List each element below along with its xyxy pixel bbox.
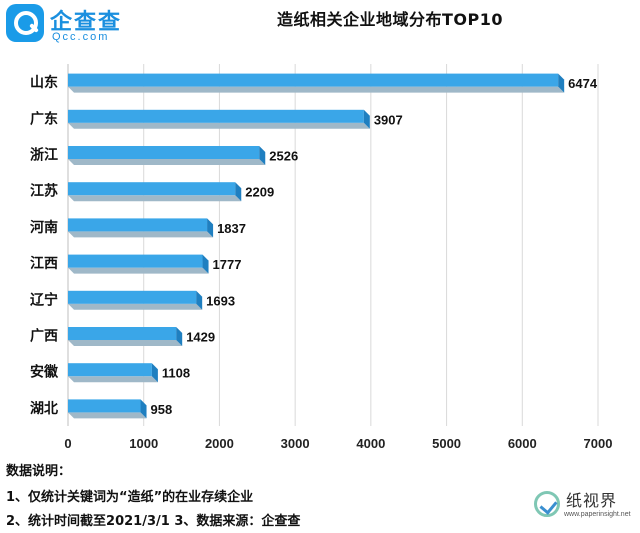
bar-end xyxy=(151,363,158,383)
bar xyxy=(68,363,152,377)
bar-shadow xyxy=(68,231,214,238)
bar-shadow xyxy=(68,340,183,346)
value-label: 3907 xyxy=(374,112,403,127)
x-tick-label: 2000 xyxy=(205,436,234,451)
value-label: 1429 xyxy=(186,330,215,345)
bar-shadow xyxy=(68,412,147,419)
category-label: 江苏 xyxy=(30,183,58,200)
x-tick-label: 6000 xyxy=(508,436,537,451)
x-tick-label: 7000 xyxy=(584,436,613,451)
x-tick-label: 4000 xyxy=(356,436,385,451)
bar-end xyxy=(202,254,209,274)
bar-end xyxy=(196,290,203,310)
value-label: 958 xyxy=(151,402,173,417)
bar-shadow xyxy=(68,159,266,165)
x-tick-label: 0 xyxy=(64,436,71,451)
category-label: 广西 xyxy=(30,328,58,345)
category-label: 山东 xyxy=(30,74,58,91)
qcc-logo: 企查查 Qcc.com xyxy=(6,4,130,44)
bar-end xyxy=(235,182,242,202)
bar xyxy=(68,109,364,123)
bar xyxy=(68,254,203,268)
bar-end xyxy=(140,399,147,419)
magnifier-logo-icon xyxy=(6,4,44,42)
bar xyxy=(68,327,177,340)
category-label: 江西 xyxy=(30,255,58,272)
paperinsight-watermark: 纸视界 www.paperinsight.net xyxy=(534,487,632,527)
bar xyxy=(68,73,559,87)
bar-end xyxy=(176,327,183,346)
bar xyxy=(68,146,260,159)
bar-end xyxy=(363,109,370,129)
category-label: 河南 xyxy=(30,219,58,236)
bar-shadow xyxy=(68,195,242,202)
category-label: 湖北 xyxy=(30,401,58,417)
x-tick-label: 5000 xyxy=(432,436,461,451)
value-label: 2209 xyxy=(245,185,274,200)
x-tick-label: 3000 xyxy=(281,436,310,451)
bar xyxy=(68,182,236,196)
x-tick-label: 1000 xyxy=(129,436,158,451)
bar-shadow xyxy=(68,303,203,310)
category-label: 广东 xyxy=(30,110,58,127)
value-label: 1837 xyxy=(217,221,246,236)
watermark-name: 纸视界 xyxy=(566,491,618,510)
bar-shadow xyxy=(68,376,158,383)
notes-line-1: 1、仅统计关键词为“造纸”的在业存续企业 xyxy=(6,490,254,505)
value-label: 2526 xyxy=(269,149,298,164)
watermark-url: www.paperinsight.net xyxy=(564,511,631,518)
category-label: 安徽 xyxy=(30,364,59,381)
bar-end xyxy=(259,146,266,165)
bar-shadow xyxy=(68,86,565,93)
value-label: 1777 xyxy=(213,257,242,272)
notes-heading: 数据说明： xyxy=(6,464,72,479)
bar-end xyxy=(558,73,565,93)
value-label: 1693 xyxy=(206,293,235,308)
value-label: 1108 xyxy=(162,366,190,381)
category-label: 浙江 xyxy=(30,147,58,164)
category-label: 辽宁 xyxy=(30,291,58,308)
bar xyxy=(68,399,141,413)
bar xyxy=(68,290,197,304)
notes-line-2: 2、统计时间截至2021/3/1 3、数据来源：企查查 xyxy=(6,514,301,529)
brand-name: 企查查 xyxy=(50,10,123,35)
bar xyxy=(68,218,208,232)
brand-domain: Qcc.com xyxy=(52,31,110,43)
chart-title: 造纸相关企业地域分布TOP10 xyxy=(276,10,503,29)
bar-shadow xyxy=(68,267,209,274)
bar-end xyxy=(207,218,214,238)
leaf-check-icon xyxy=(534,491,560,517)
value-label: 6474 xyxy=(568,76,598,91)
bar-shadow xyxy=(68,122,370,129)
